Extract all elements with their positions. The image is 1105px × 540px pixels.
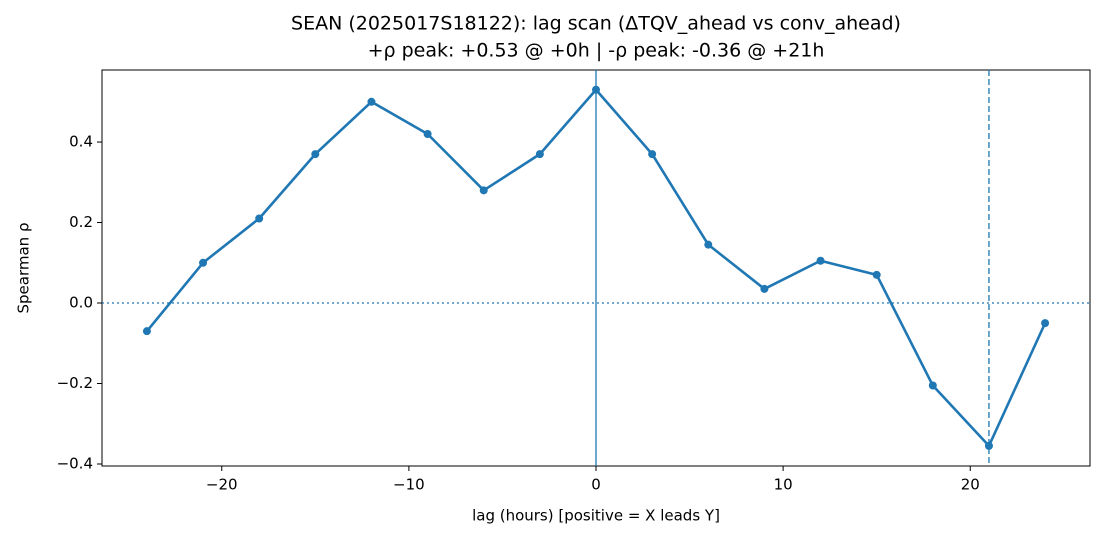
x-tick-label: 0	[591, 476, 601, 494]
y-tick-label: −0.2	[57, 374, 93, 392]
data-point	[984, 441, 993, 450]
chart-title: SEAN (2025017S18122): lag scan (ΔTQV_ahe…	[291, 13, 901, 35]
data-point	[199, 258, 208, 267]
y-tick-label: 0.0	[69, 294, 93, 312]
data-point	[760, 284, 769, 293]
data-point	[479, 186, 488, 195]
data-point	[311, 150, 320, 159]
data-point	[535, 150, 544, 159]
data-point	[592, 85, 600, 94]
x-axis-label: lag (hours) [positive = X leads Y]	[472, 507, 720, 525]
data-point	[255, 214, 264, 223]
x-tick-label: 20	[961, 476, 980, 494]
data-point	[928, 381, 937, 390]
x-tick-label: −10	[393, 476, 425, 494]
data-point	[423, 129, 432, 138]
y-axis-label: Spearman ρ	[15, 223, 33, 314]
data-point	[1041, 319, 1050, 328]
data-point	[648, 150, 657, 159]
x-tick-label: 10	[774, 476, 793, 494]
y-tick-label: 0.4	[69, 133, 93, 151]
y-tick-label: −0.4	[57, 454, 93, 472]
data-point	[704, 240, 713, 249]
y-tick-label: 0.2	[69, 213, 93, 231]
data-point	[142, 327, 151, 336]
data-point	[872, 270, 881, 279]
data-point	[367, 97, 376, 106]
x-tick-label: −20	[206, 476, 238, 494]
data-point	[816, 256, 825, 265]
chart-subtitle: +ρ peak: +0.53 @ +0h | -ρ peak: -0.36 @ …	[368, 40, 825, 62]
